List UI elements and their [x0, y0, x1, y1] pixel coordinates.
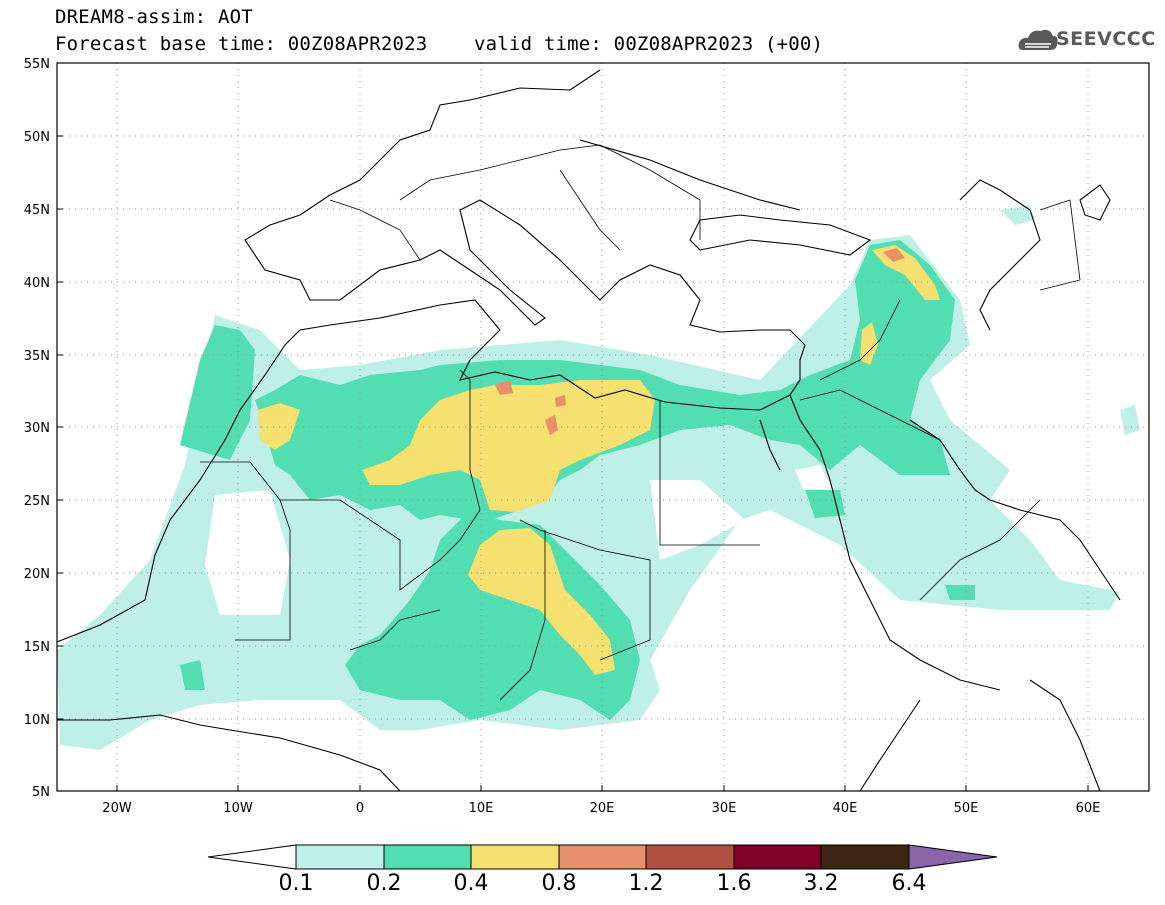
lon-tick: 10E — [469, 801, 494, 816]
base-time-label: Forecast base time: 00Z08APR2023 — [55, 33, 428, 55]
colorbar-swatch — [470, 844, 560, 870]
logo-text: SEEVCCC — [1056, 28, 1156, 50]
colorbar-swatch — [383, 844, 472, 870]
lon-tick: 20W — [102, 801, 132, 816]
aot-contours — [57, 205, 1140, 750]
lat-tick: 10N — [24, 713, 50, 728]
colorbar-label: 3.2 — [803, 871, 839, 896]
lat-tick: 40N — [24, 276, 50, 291]
lat-tick: 5N — [32, 785, 50, 800]
colorbar-label: 0.1 — [278, 871, 314, 896]
lat-tick: 25N — [24, 494, 50, 509]
country-borders — [200, 144, 1081, 701]
colorbar-label: 6.4 — [891, 871, 927, 896]
lon-tick: 40E — [833, 801, 858, 816]
cloud-logo-icon — [1018, 29, 1058, 50]
colorbar-swatch — [295, 844, 385, 870]
lat-tick: 35N — [24, 349, 50, 364]
colorbar-swatch — [645, 844, 735, 870]
lat-labels: 55N 50N 45N 40N 35N 30N 25N 20N 15N 10N … — [24, 57, 50, 800]
lat-tick: 20N — [24, 567, 50, 582]
tick-marks — [57, 62, 1089, 791]
lat-tick: 45N — [24, 203, 50, 218]
colorbar-label: 1.6 — [716, 871, 752, 896]
colorbar-label: 0.8 — [541, 871, 577, 896]
lon-tick: 60E — [1076, 801, 1101, 816]
lon-tick: 10W — [223, 801, 253, 816]
lon-labels: 20W 10W 0 10E 20E 30E 40E 50E 60E — [102, 801, 1100, 816]
lon-tick: 0 — [356, 801, 364, 816]
colorbar-swatch — [820, 844, 910, 870]
map-title: DREAM8-assim: AOT — [55, 6, 253, 28]
lon-tick: 20E — [590, 801, 615, 816]
graticule — [57, 63, 1149, 791]
colorbar-label: 0.2 — [366, 871, 402, 896]
valid-time-label: valid time: 00Z08APR2023 (+00) — [474, 33, 824, 55]
colorbar-label: 1.2 — [628, 871, 664, 896]
lat-tick: 15N — [24, 640, 50, 655]
lon-tick: 30E — [712, 801, 737, 816]
colorbar — [207, 844, 998, 870]
colorbar-label: 0.4 — [453, 871, 489, 896]
coastlines — [57, 69, 1121, 791]
colorbar-swatch — [558, 844, 647, 870]
lon-tick: 50E — [954, 801, 979, 816]
lat-tick: 55N — [24, 57, 50, 72]
colorbar-over-arrow — [908, 844, 998, 870]
lat-tick: 50N — [24, 130, 50, 145]
time-info: Forecast base time: 00Z08APR2023 valid t… — [55, 33, 823, 55]
colorbar-under-arrow — [207, 844, 297, 870]
lat-tick: 30N — [24, 421, 50, 436]
colorbar-swatch — [733, 844, 822, 870]
